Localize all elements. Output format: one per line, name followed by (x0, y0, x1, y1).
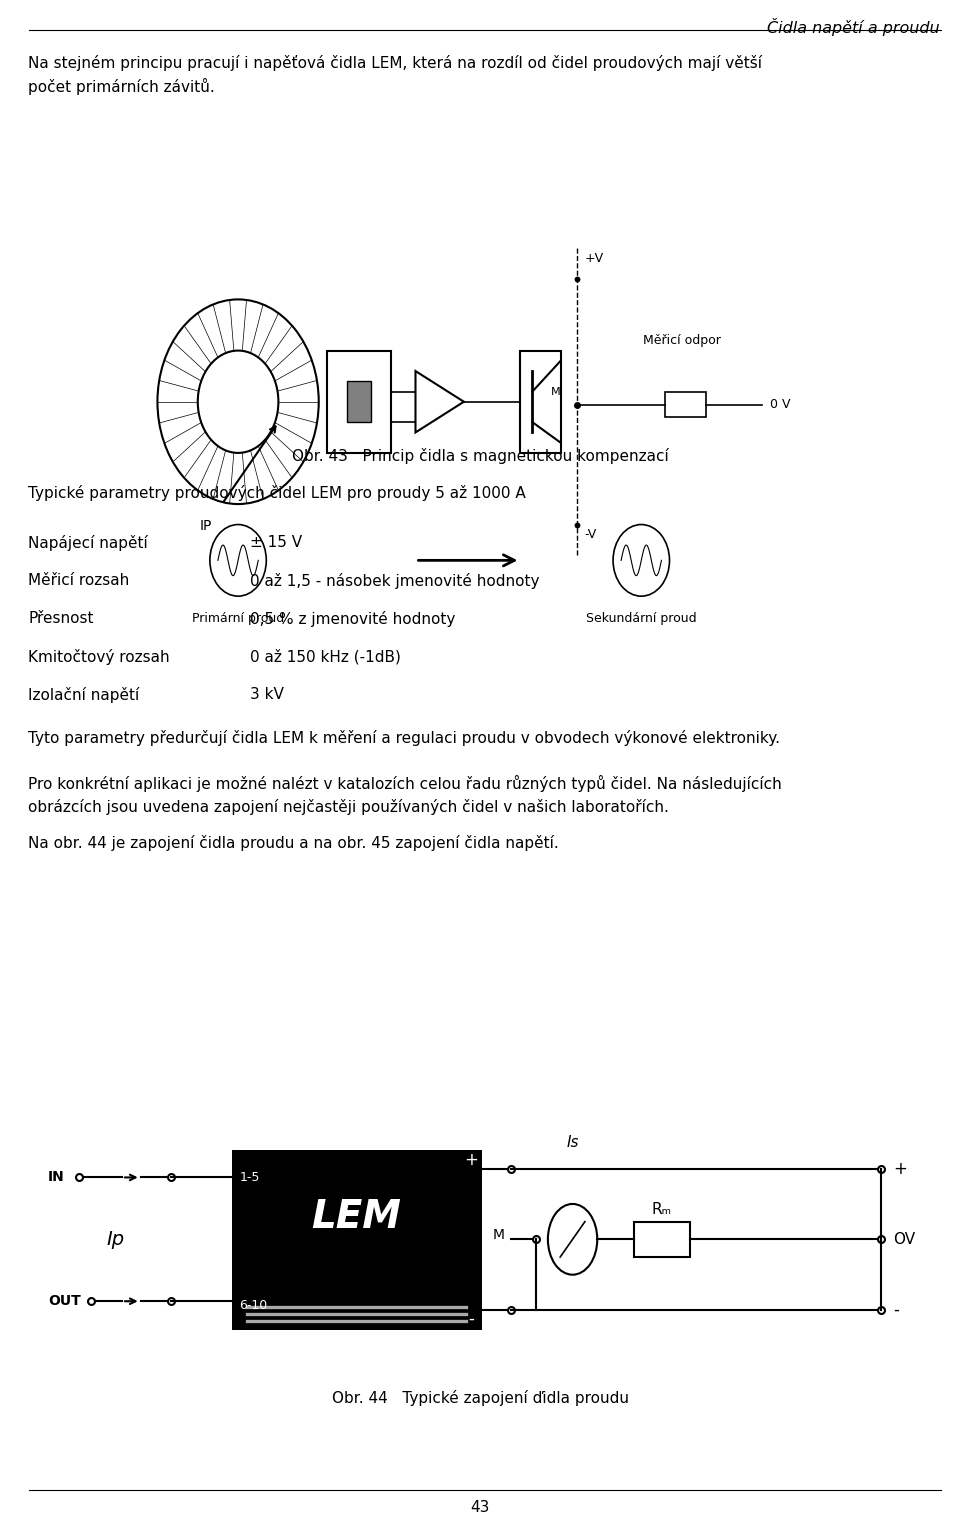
Text: -V: -V (585, 528, 597, 541)
Bar (246, 1319, 468, 1323)
Text: IP: IP (200, 520, 212, 534)
Bar (347, 381, 372, 421)
Bar (520, 350, 561, 453)
Text: 6-10: 6-10 (239, 1299, 268, 1313)
Bar (665, 391, 706, 417)
Text: 0,5 % z jmenovité hodnoty: 0,5 % z jmenovité hodnoty (250, 611, 455, 628)
Text: 0 až 150 kHz (-1dB): 0 až 150 kHz (-1dB) (250, 649, 401, 664)
Text: +: + (894, 1160, 907, 1178)
Bar (246, 1311, 468, 1316)
Text: Měřicí odpor: Měřicí odpor (642, 334, 721, 347)
Text: Izolační napětí: Izolační napětí (28, 687, 139, 703)
Text: Přesnost: Přesnost (28, 611, 93, 626)
Text: 0 V: 0 V (770, 399, 791, 411)
Bar (233, 1151, 480, 1328)
Text: Na stejném principu pracují i napěťová čidla LEM, která na rozdíl od čidel proud: Na stejném principu pracují i napěťová č… (28, 55, 762, 96)
Bar (326, 350, 392, 453)
Text: Is: Is (566, 1134, 579, 1149)
Text: Kmitočtový rozsah: Kmitočtový rozsah (28, 649, 170, 666)
Text: Primární proud: Primární proud (192, 611, 284, 625)
Text: Ip: Ip (107, 1229, 125, 1249)
Text: M: M (492, 1228, 505, 1242)
Bar (635, 1222, 690, 1257)
Text: Obr. 44   Typické zapojení ďidla proudu: Obr. 44 Typické zapojení ďidla proudu (331, 1390, 629, 1405)
Text: 3 kV: 3 kV (250, 687, 284, 702)
Text: +V: +V (585, 252, 604, 265)
Text: Na obr. 44 je zapojení čidla proudu a na obr. 45 zapojení čidla napětí.: Na obr. 44 je zapojení čidla proudu a na… (28, 835, 559, 850)
Bar (233, 1151, 480, 1328)
Text: Rₘ: Rₘ (652, 1202, 672, 1217)
Text: ± 15 V: ± 15 V (250, 535, 302, 550)
Text: Sekundární proud: Sekundární proud (586, 611, 697, 625)
Text: Měřicí rozsah: Měřicí rozsah (28, 573, 130, 588)
Text: OV: OV (894, 1233, 916, 1246)
Text: +: + (464, 1151, 478, 1169)
Text: OUT: OUT (48, 1295, 81, 1308)
Text: 1-5: 1-5 (239, 1170, 260, 1184)
Text: -: - (468, 1310, 473, 1328)
Text: M: M (551, 387, 561, 397)
Text: -: - (894, 1301, 900, 1319)
Text: 43: 43 (470, 1499, 490, 1514)
Text: Obr. 43   Princip čidla s magnetickou kompenzací: Obr. 43 Princip čidla s magnetickou komp… (292, 449, 668, 464)
Text: Tyto parametry předurčují čidla LEM k měření a regulaci proudu v obvodech výkono: Tyto parametry předurčují čidla LEM k mě… (28, 731, 780, 746)
Text: Čidla napětí a proudu: Čidla napětí a proudu (767, 18, 940, 36)
Text: Napájecí napětí: Napájecí napětí (28, 535, 148, 550)
Text: 0 až 1,5 - násobek jmenovité hodnoty: 0 až 1,5 - násobek jmenovité hodnoty (250, 573, 540, 590)
Text: Typické parametry proudových čidel LEM pro proudy 5 až 1000 A: Typické parametry proudových čidel LEM p… (28, 485, 526, 500)
Text: LEM: LEM (312, 1198, 401, 1236)
Text: Pro konkrétní aplikaci je možné nalézt v katalozích celou řadu různých typů čide: Pro konkrétní aplikaci je možné nalézt v… (28, 775, 781, 814)
Bar (246, 1305, 468, 1310)
Text: IN: IN (48, 1170, 64, 1184)
